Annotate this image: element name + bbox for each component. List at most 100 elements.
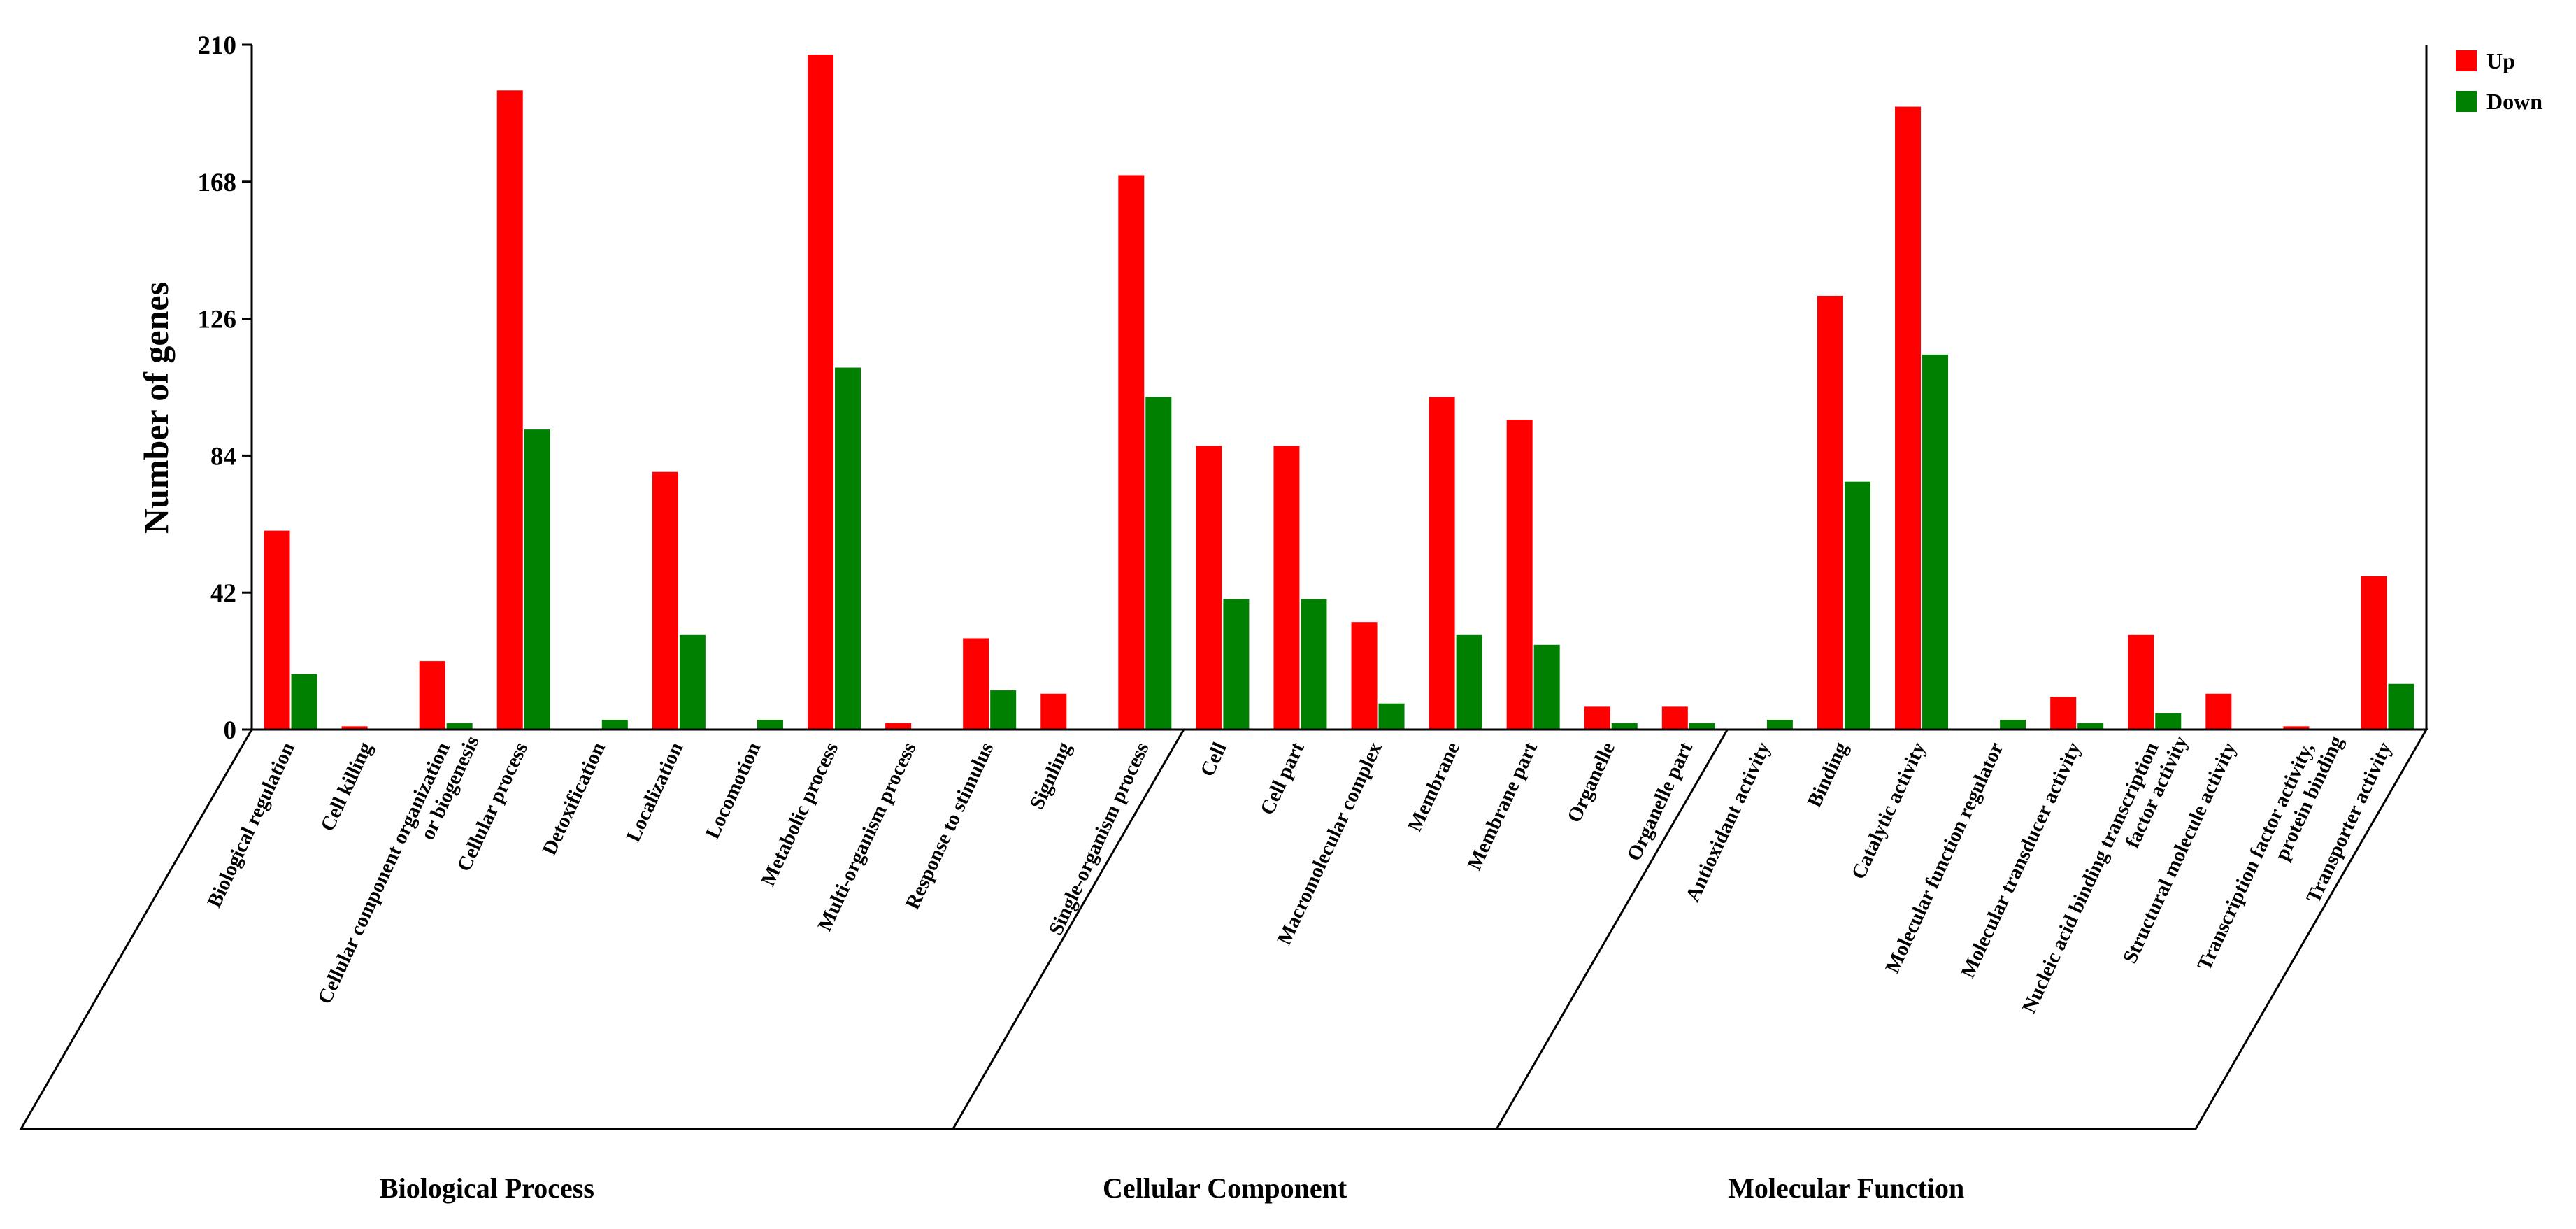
bar-up-18: [1661, 706, 1688, 730]
bar-up-25: [2205, 693, 2232, 730]
category-label-line: Metabolic process: [757, 739, 843, 889]
bar-up-12: [1196, 446, 1222, 730]
bar-down-17: [1611, 723, 1638, 730]
category-label-line: Response to stimulus: [901, 739, 999, 913]
category-label: Catalytic activity: [1847, 739, 1931, 883]
category-label-line: Nucleic acid binding transcription: [2018, 739, 2163, 1016]
category-label-line: Cell killing: [316, 739, 377, 834]
category-label-line: Localization: [622, 739, 688, 845]
bar-down-22: [2000, 720, 2026, 730]
category-label: Antioxidant activity: [1682, 739, 1775, 905]
bar-up-15: [1429, 397, 1455, 730]
bar-down-23: [2077, 723, 2104, 730]
y-tick-label: 42: [210, 579, 236, 608]
group-label: Molecular Function: [1728, 1172, 1964, 1204]
bar-down-4: [601, 720, 628, 730]
category-label: Cellular component organizationor biogen…: [313, 723, 484, 1018]
bar-up-3: [496, 90, 523, 730]
bar-down-20: [1844, 481, 1870, 730]
category-label-line: Detoxification: [538, 739, 610, 858]
category-label: Response to stimulus: [901, 739, 999, 913]
bar-up-0: [264, 530, 290, 730]
bar-down-24: [2155, 713, 2182, 730]
bar-up-5: [652, 471, 678, 730]
category-label-line: Cell: [1196, 739, 1231, 780]
bar-down-6: [757, 720, 783, 730]
bar-down-7: [835, 367, 861, 730]
category-label: Membrane part: [1464, 739, 1543, 874]
bar-up-13: [1273, 446, 1300, 730]
category-label: Binding: [1803, 739, 1853, 811]
category-label-line: Biological regulation: [203, 739, 299, 911]
bar-up-11: [1118, 175, 1145, 730]
group-divider-line: [952, 729, 1185, 1130]
legend-swatch-down: [2456, 91, 2477, 112]
bar-down-9: [990, 690, 1017, 730]
bar-up-7: [808, 54, 834, 730]
bar-up-23: [2050, 697, 2077, 730]
legend: Up Down: [2456, 48, 2542, 114]
bar-down-0: [291, 674, 317, 730]
legend-swatch-up: [2456, 50, 2477, 71]
legend-label-up: Up: [2486, 48, 2515, 73]
category-label: Metabolic process: [757, 739, 843, 889]
bar-up-9: [963, 638, 989, 730]
bar-down-16: [1533, 644, 1560, 730]
category-label: Membrane: [1403, 739, 1464, 835]
bar-up-26: [2283, 726, 2310, 730]
category-label-line: Membrane part: [1464, 739, 1543, 874]
category-label: Locomotion: [701, 739, 766, 842]
bar-down-2: [446, 723, 473, 730]
y-tick-label: 0: [224, 716, 237, 745]
bar-up-14: [1351, 622, 1378, 730]
bar-down-19: [1766, 720, 1793, 730]
category-label-line: Catalytic activity: [1847, 739, 1931, 883]
category-label: Cell killing: [316, 739, 377, 834]
group-label: Cellular Component: [1103, 1172, 1347, 1204]
category-label-line: Membrane: [1403, 739, 1464, 835]
bar-down-12: [1223, 599, 1250, 730]
group-divider-line: [1496, 729, 1729, 1130]
category-label: Localization: [622, 739, 688, 845]
y-tick-label: 168: [198, 169, 237, 197]
y-tick-label: 126: [198, 306, 237, 334]
bar-down-15: [1456, 634, 1482, 730]
y-tick-label: 84: [210, 442, 236, 471]
category-label-line: Antioxidant activity: [1682, 739, 1775, 905]
bar-down-27: [2388, 683, 2414, 730]
category-panel-outline: [19, 728, 2428, 1130]
bar-up-10: [1040, 693, 1067, 730]
category-label-line: Binding: [1803, 739, 1853, 811]
bar-down-11: [1145, 397, 1172, 730]
group-label: Biological Process: [380, 1172, 594, 1204]
bar-down-5: [679, 634, 706, 730]
bar-up-20: [1817, 295, 1843, 730]
bar-up-2: [419, 661, 445, 730]
y-axis-title: Number of genes: [136, 282, 176, 534]
bar-up-8: [885, 723, 912, 730]
category-label: Cell: [1196, 739, 1231, 780]
bar-up-16: [1506, 420, 1533, 730]
category-label: Detoxification: [538, 739, 610, 858]
plot-area: 0 42 84 126 168 210 Biological regulation Cell …: [19, 31, 2428, 1204]
category-label-line: Cellular component organization: [313, 739, 455, 1007]
bar-down-18: [1689, 723, 1715, 730]
bar-up-17: [1584, 706, 1610, 730]
bar-down-3: [524, 429, 550, 730]
category-label-line: Organelle: [1563, 739, 1619, 826]
category-label: Signling: [1026, 739, 1076, 813]
bar-up-27: [2361, 576, 2387, 730]
category-label: Biological regulation: [203, 739, 299, 911]
bar-up-1: [341, 726, 368, 730]
category-label-line: Cell part: [1256, 739, 1309, 818]
category-label: Organelle: [1563, 739, 1619, 826]
category-label-line: Signling: [1026, 739, 1076, 813]
bar-down-14: [1378, 703, 1405, 730]
bar-down-13: [1301, 599, 1327, 730]
category-label-line: Locomotion: [701, 739, 766, 842]
category-label: Cell part: [1256, 739, 1309, 818]
bar-up-21: [1895, 106, 1922, 730]
bar-up-24: [2128, 634, 2154, 730]
bar-down-21: [1922, 354, 1949, 730]
